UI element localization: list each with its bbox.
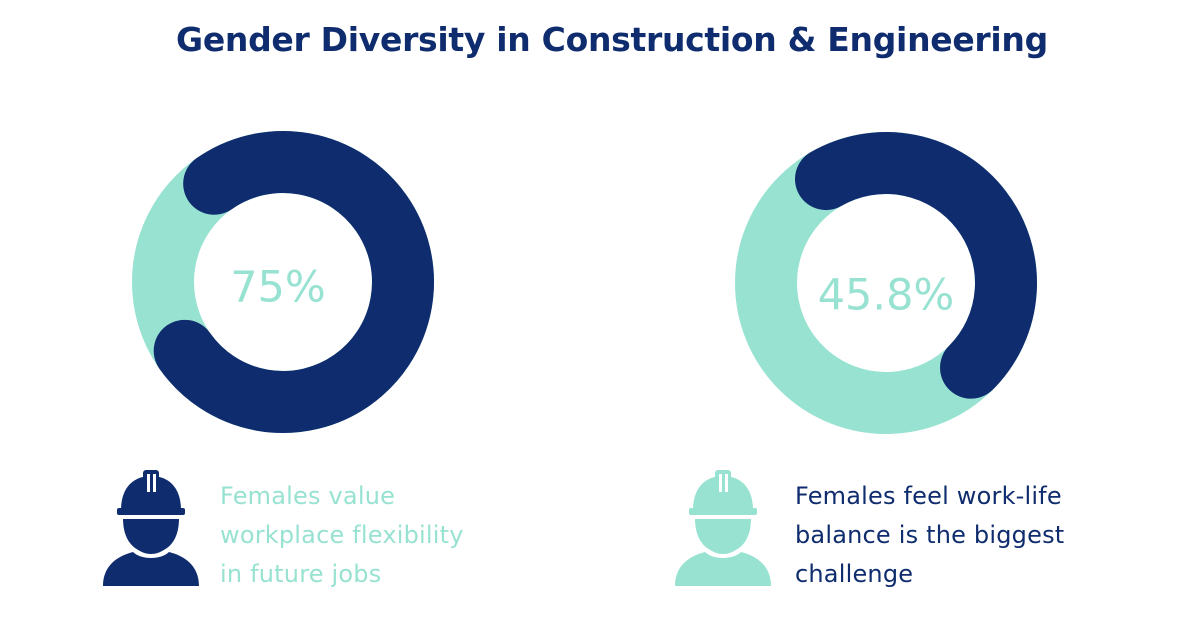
donut-slice-value [153, 131, 434, 433]
donut-slice-value [795, 132, 1037, 399]
caption-line: challenge [795, 560, 914, 588]
caption-flexibility: Females value workplace flexibility in f… [220, 477, 464, 594]
donut-chart-flexibility: 75% [132, 131, 434, 433]
caption-line: workplace flexibility [220, 521, 464, 549]
page-title: Gender Diversity in Construction & Engin… [176, 20, 1048, 59]
donut-center-label: 45.8% [818, 271, 955, 321]
female-construction-worker-icon [103, 470, 199, 586]
female-construction-worker-icon [675, 470, 771, 586]
donut-chart-work-life-balance: 45.8% [735, 132, 1037, 434]
caption-line: in future jobs [220, 560, 382, 588]
caption-line: Females value [220, 482, 396, 510]
donut-center-label: 75% [230, 263, 326, 313]
caption-work-life-balance: Females feel work-life balance is the bi… [795, 477, 1064, 594]
caption-line: balance is the biggest [795, 521, 1065, 549]
caption-line: Females feel work-life [795, 482, 1062, 510]
